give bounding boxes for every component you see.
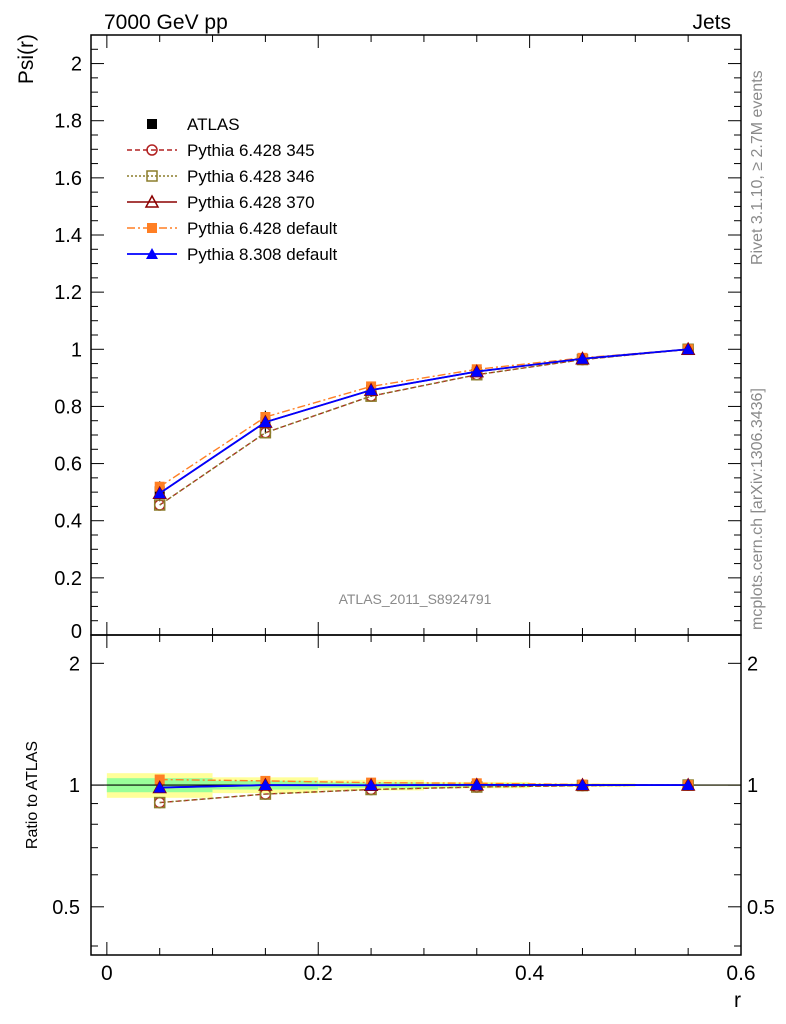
- ratio-y-tick-label: 1: [69, 775, 80, 797]
- legend-marker-pdefault: [147, 223, 157, 233]
- series-line-pdefault: [159, 348, 689, 488]
- legend-label-p346: Pythia 6.428 346: [187, 167, 315, 186]
- y-tick-label: 0: [71, 621, 82, 643]
- x-tick-label: 0: [101, 962, 113, 985]
- legend-marker-atlas: [147, 119, 157, 129]
- legend-marker-p370: [144, 194, 160, 208]
- series-line-p8: [159, 348, 689, 495]
- series-line-p370: [159, 348, 689, 494]
- header-left: 7000 GeV pp: [104, 11, 228, 34]
- series-line-p346: [159, 348, 689, 506]
- data-point-p8: [470, 365, 483, 377]
- y-tick-label: 0.8: [54, 396, 82, 418]
- data-point-p8: [259, 416, 272, 428]
- ratio-y-tick-label: 2: [69, 653, 80, 675]
- header-right: Jets: [692, 11, 731, 34]
- legend-label-p370: Pythia 6.428 370: [187, 193, 315, 212]
- legend-marker-p345: [146, 144, 158, 156]
- x-tick-label: 0.6: [726, 962, 755, 985]
- data-point-p8: [365, 384, 378, 396]
- y-tick-label: 1.2: [54, 282, 82, 304]
- ratio-y-tick-label: 0.5: [52, 897, 80, 919]
- ratio-y-tick-label-right: 0.5: [747, 897, 775, 919]
- legend-label-atlas: ATLAS: [187, 115, 240, 134]
- data-point-p8: [682, 779, 695, 791]
- rivet-label: Rivet 3.1.10, ≥ 2.7M events: [749, 70, 766, 265]
- data-point-p8: [153, 781, 166, 793]
- legend-marker-p8: [146, 248, 158, 259]
- ratio-y-tick-label-right: 2: [747, 653, 758, 675]
- y-tick-label: 1.4: [54, 225, 82, 247]
- y-tick-label: 0.4: [54, 511, 82, 533]
- data-point-p8: [682, 343, 695, 355]
- y-tick-label: 1: [71, 339, 82, 361]
- ratio-ylabel: Ratio to ATLAS: [24, 741, 41, 849]
- y-tick-label: 0.6: [54, 454, 82, 476]
- mcplots-label: mcplots.cern.ch [arXiv:1306.3436]: [749, 388, 766, 630]
- y-tick-label: 0.2: [54, 568, 82, 590]
- ratio-y-tick-label-right: 1: [747, 775, 758, 797]
- y-tick-label: 2: [71, 54, 82, 76]
- watermark: ATLAS_2011_S8924791: [339, 591, 492, 607]
- data-point-p8: [365, 779, 378, 791]
- data-point-p8: [153, 487, 166, 499]
- series-line-p8: [159, 783, 689, 789]
- y-tick-label: 1.6: [54, 168, 82, 190]
- data-point-p8: [576, 779, 589, 791]
- data-point-pdefault: [154, 774, 165, 785]
- data-point-p346: [153, 499, 166, 511]
- series-line-p345: [159, 348, 689, 506]
- ratio-plot-frame: [90, 634, 742, 956]
- data-point-p8: [576, 352, 589, 364]
- data-point-p8: [470, 778, 483, 790]
- legend-label-p8: Pythia 8.308 default: [187, 245, 338, 264]
- legend-marker-p346: [146, 170, 158, 182]
- y-tick-label: 1.8: [54, 111, 82, 133]
- main-ylabel: Psi(r): [15, 34, 38, 84]
- x-tick-label: 0.2: [304, 962, 333, 985]
- x-axis-label: r: [734, 989, 741, 1012]
- data-point-p346: [153, 796, 166, 809]
- legend-label-p345: Pythia 6.428 345: [187, 141, 315, 160]
- x-tick-label: 0.4: [515, 962, 545, 985]
- data-point-p8: [259, 779, 272, 791]
- legend-label-pdefault: Pythia 6.428 default: [187, 219, 338, 238]
